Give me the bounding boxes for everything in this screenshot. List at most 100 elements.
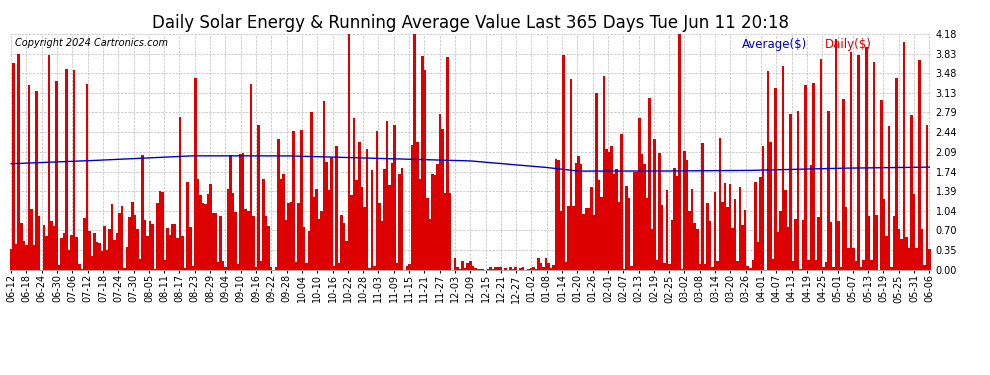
Bar: [401, 168, 403, 270]
Bar: [328, 190, 331, 270]
Bar: [346, 241, 347, 270]
Bar: [554, 159, 557, 270]
Bar: [225, 267, 227, 270]
Bar: [825, 262, 828, 270]
Bar: [113, 240, 116, 270]
Bar: [57, 265, 60, 270]
Bar: [875, 215, 877, 270]
Bar: [237, 264, 240, 270]
Bar: [242, 153, 245, 270]
Bar: [628, 198, 631, 270]
Bar: [393, 125, 396, 270]
Bar: [466, 263, 469, 270]
Bar: [610, 146, 613, 270]
Bar: [391, 163, 393, 270]
Bar: [862, 261, 865, 270]
Bar: [343, 224, 346, 270]
Bar: [148, 221, 151, 270]
Bar: [254, 267, 257, 270]
Bar: [580, 164, 582, 270]
Bar: [833, 267, 835, 270]
Bar: [204, 204, 207, 270]
Bar: [838, 221, 840, 270]
Bar: [106, 250, 108, 270]
Bar: [771, 260, 774, 270]
Bar: [709, 221, 711, 270]
Bar: [923, 264, 926, 270]
Bar: [727, 207, 729, 270]
Bar: [282, 174, 285, 270]
Bar: [645, 198, 648, 270]
Bar: [78, 264, 80, 270]
Bar: [444, 193, 446, 270]
Bar: [189, 226, 191, 270]
Bar: [25, 245, 28, 270]
Bar: [186, 182, 189, 270]
Bar: [13, 63, 15, 270]
Bar: [598, 180, 600, 270]
Text: Copyright 2024 Cartronics.com: Copyright 2024 Cartronics.com: [15, 39, 167, 48]
Bar: [248, 211, 249, 270]
Bar: [18, 54, 20, 270]
Bar: [360, 187, 363, 270]
Bar: [890, 267, 893, 270]
Bar: [759, 177, 761, 270]
Bar: [161, 192, 163, 270]
Bar: [245, 209, 248, 270]
Bar: [219, 216, 222, 270]
Bar: [151, 224, 153, 270]
Bar: [373, 266, 375, 270]
Bar: [714, 192, 716, 270]
Bar: [442, 129, 444, 270]
Bar: [716, 261, 719, 270]
Bar: [222, 261, 225, 270]
Bar: [15, 244, 18, 270]
Bar: [810, 165, 812, 270]
Bar: [209, 184, 212, 270]
Bar: [378, 203, 381, 270]
Bar: [719, 138, 722, 270]
Bar: [50, 221, 52, 270]
Bar: [497, 267, 499, 270]
Bar: [396, 263, 398, 270]
Bar: [101, 251, 103, 270]
Bar: [141, 155, 144, 270]
Bar: [499, 267, 502, 270]
Bar: [68, 251, 70, 270]
Bar: [734, 199, 737, 270]
Bar: [207, 194, 209, 270]
Bar: [621, 134, 623, 270]
Bar: [347, 34, 350, 270]
Bar: [756, 242, 759, 270]
Bar: [895, 78, 898, 270]
Bar: [166, 228, 169, 270]
Bar: [134, 215, 136, 270]
Bar: [181, 236, 184, 270]
Bar: [787, 227, 789, 270]
Bar: [297, 203, 300, 270]
Bar: [10, 249, 13, 270]
Bar: [46, 236, 48, 270]
Bar: [60, 238, 63, 270]
Bar: [267, 226, 269, 270]
Bar: [459, 269, 461, 270]
Bar: [724, 183, 727, 270]
Bar: [504, 268, 507, 270]
Bar: [381, 221, 383, 270]
Bar: [476, 269, 479, 270]
Bar: [842, 99, 844, 270]
Bar: [815, 260, 817, 270]
Bar: [743, 210, 746, 270]
Bar: [98, 243, 101, 270]
Bar: [176, 238, 179, 270]
Bar: [696, 228, 699, 270]
Bar: [398, 174, 401, 270]
Bar: [153, 269, 156, 270]
Bar: [676, 177, 678, 270]
Bar: [129, 217, 131, 270]
Bar: [688, 211, 691, 270]
Bar: [257, 124, 259, 270]
Bar: [416, 142, 419, 270]
Bar: [325, 162, 328, 270]
Bar: [424, 70, 426, 270]
